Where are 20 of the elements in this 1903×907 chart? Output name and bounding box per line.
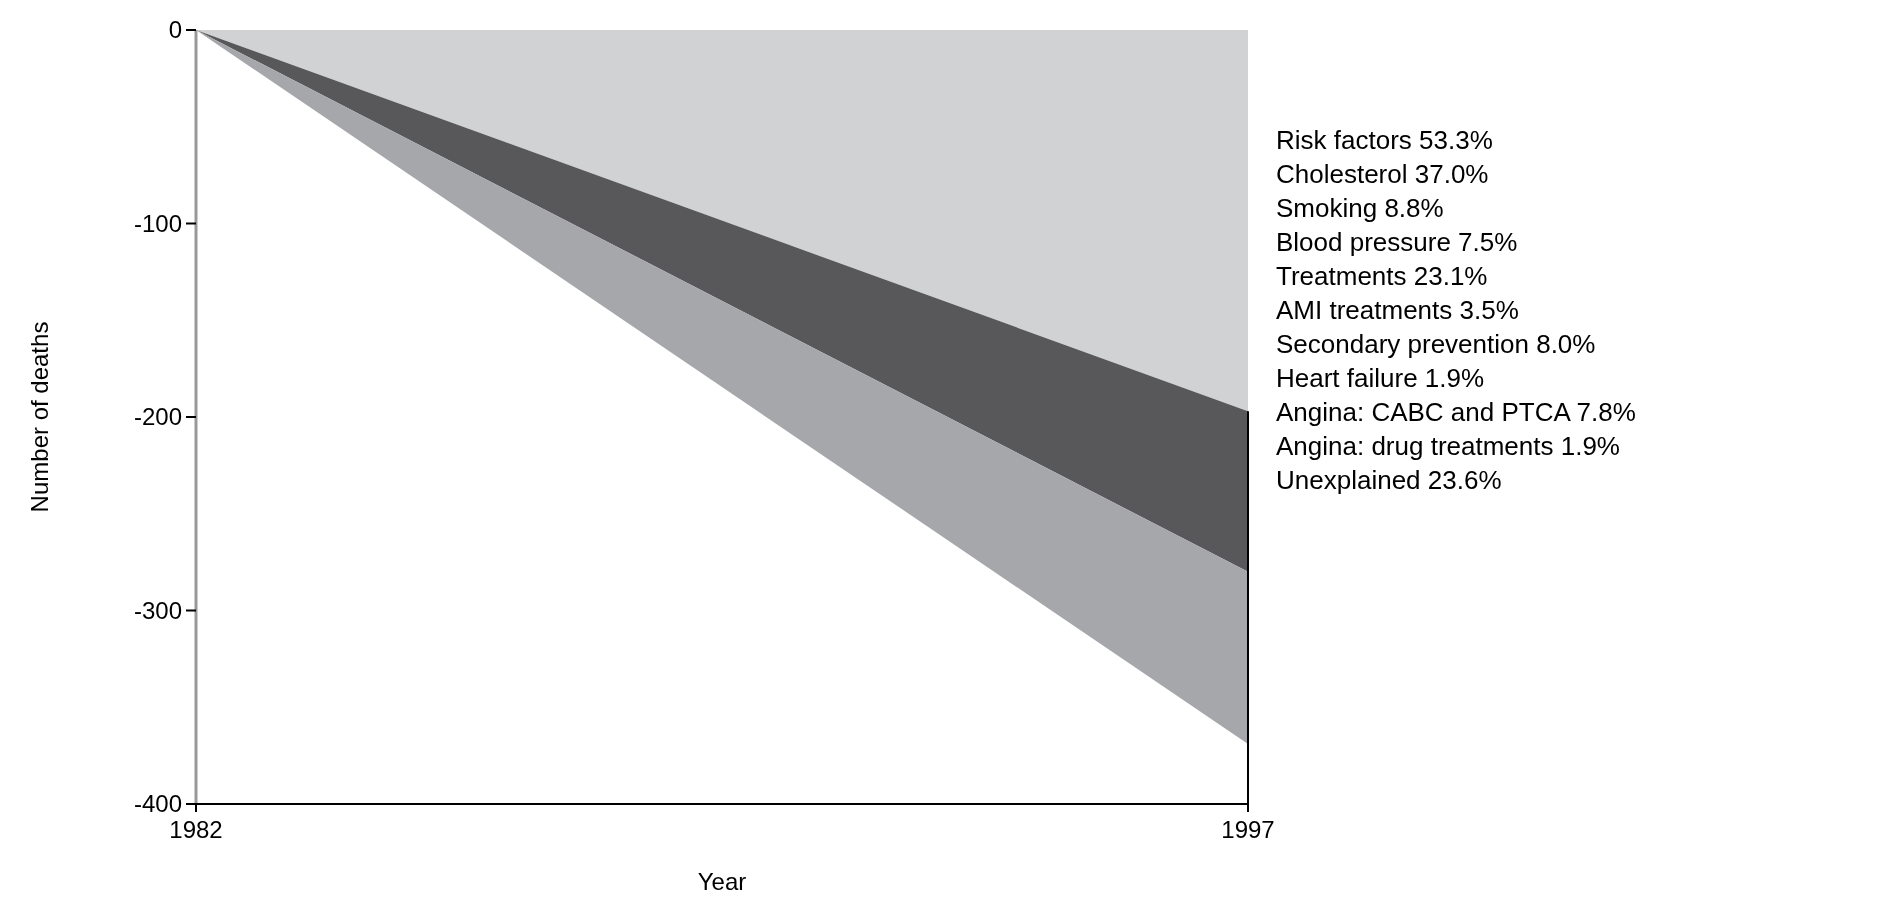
- text: Blood pressure 7.5%: [1276, 227, 1518, 258]
- text: Secondary prevention 8.0%: [1276, 329, 1596, 360]
- y-tick-label: -100: [133, 209, 182, 237]
- text: Angina: drug treatments 1.9%: [1276, 431, 1620, 462]
- y-tick-label: -400: [133, 790, 182, 818]
- text: Cholesterol 37.0%: [1276, 159, 1489, 190]
- x-axis-title: Year: [697, 868, 747, 895]
- text: Risk factors 53.3%: [1276, 125, 1493, 156]
- text: Angina: CABC and PTCA 7.8%: [1276, 397, 1636, 428]
- y-axis-title: Number of deaths: [26, 321, 53, 513]
- x-tick-label: 1982: [169, 816, 223, 843]
- x-tick-label: 1997: [1221, 816, 1275, 843]
- text: Treatments 23.1%: [1276, 261, 1488, 292]
- text: AMI treatments 3.5%: [1276, 295, 1519, 326]
- y-tick-label: 0: [168, 16, 182, 44]
- text: Unexplained 23.6%: [1276, 465, 1502, 496]
- text: Heart failure 1.9%: [1276, 363, 1485, 394]
- y-tick-label: -300: [133, 596, 182, 624]
- text: Smoking 8.8%: [1276, 193, 1444, 224]
- y-tick-label: -200: [133, 403, 182, 431]
